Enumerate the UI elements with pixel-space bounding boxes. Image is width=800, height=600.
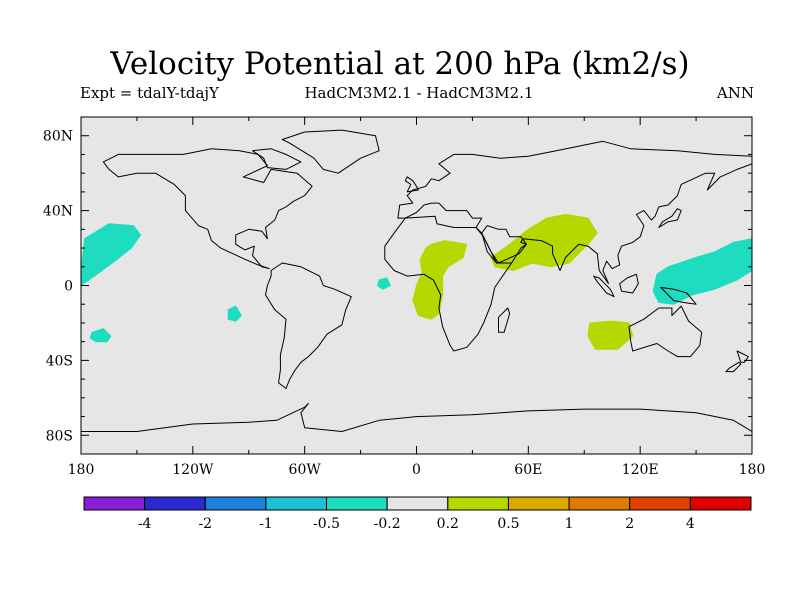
anomaly-region-west-pacific (652, 238, 752, 305)
latitude-axis: 80N 40N 0 40S 80S (43, 129, 752, 444)
coastline-baffin-island (252, 148, 302, 170)
lon-tick-label: 180 (68, 462, 95, 478)
chart-title: Velocity Potential at 200 hPa (km2/s) (110, 46, 690, 82)
coastline-japan (658, 208, 682, 228)
model-label: HadCM3M2.1 - HadCM3M2.1 (304, 84, 534, 102)
coastline-borneo (619, 273, 639, 294)
colorbar-label: -2 (198, 516, 212, 532)
coastline-greenland (281, 129, 380, 174)
lat-tick-label: 40S (46, 353, 73, 369)
coastline-north-america (102, 148, 313, 270)
coastline-arabia (481, 225, 527, 264)
lon-tick-label: 180 (739, 462, 766, 478)
colorbar-swatch (386, 496, 449, 511)
colorbar-swatch (265, 496, 328, 511)
lat-tick-label: 80S (46, 428, 73, 444)
coastline-madagascar (498, 307, 511, 333)
colorbar-label: 0.5 (497, 516, 519, 532)
colorbar-swatch (204, 496, 267, 511)
lat-tick-label: 0 (64, 279, 73, 295)
colorbar-swatch (568, 496, 631, 511)
coastline-new-guinea (660, 286, 697, 305)
colorbar-label: -1 (259, 516, 273, 532)
anomaly-region-africa (412, 240, 468, 320)
coastline-south-america (265, 262, 352, 389)
colorbar-swatch (326, 496, 388, 511)
colorbar-label: -0.5 (313, 516, 340, 532)
anomaly-region-east-pacific-north (81, 223, 142, 286)
coastline-antarctica (81, 402, 752, 454)
colorbar: -4 -2 -1 -0.5 -0.2 0.2 0.5 1 2 4 (83, 496, 752, 532)
lon-tick-label: 60E (514, 462, 542, 478)
coastline-great-britain (404, 176, 419, 193)
colorbar-label: -4 (138, 516, 152, 532)
longitude-axis: 180 120W 60W 0 60E 120E 180 (68, 117, 766, 478)
colorbar-label: -0.2 (374, 516, 401, 532)
experiment-label: Expt = tdalY-tdajY (80, 84, 219, 102)
coastline-australia (628, 305, 703, 358)
coastline-layer (81, 129, 752, 454)
colorbar-label: 2 (625, 516, 634, 532)
colorbar-label: 1 (565, 516, 574, 532)
coastline-new-zealand (736, 350, 749, 363)
coastline-africa (384, 215, 513, 352)
season-label: ANN (716, 84, 754, 102)
colorbar-swatch (447, 496, 509, 511)
colorbar-label: 0.2 (437, 516, 459, 532)
anomaly-region-south-pacific-west (89, 328, 112, 343)
coastline-sumatra (593, 275, 615, 298)
lon-tick-label: 120W (172, 462, 214, 478)
colorbar-swatch (629, 496, 691, 511)
colorbar-swatch (507, 496, 570, 511)
lon-tick-label: 60W (289, 462, 322, 478)
anomaly-region-south-pacific-east (227, 305, 242, 322)
colorbar-swatch (689, 496, 752, 511)
lon-tick-label: 120E (622, 462, 659, 478)
colorbar-swatch (83, 496, 146, 511)
colorbar-swatch (144, 496, 206, 511)
coastline-new-zealand-south (725, 361, 742, 373)
anomaly-region-mid-atlantic (376, 277, 391, 290)
colorbar-label: 4 (686, 516, 695, 532)
anomaly-region-southern-indian-ocean (587, 320, 634, 350)
lon-tick-label: 0 (412, 462, 421, 478)
anomaly-layer (81, 213, 752, 350)
lat-tick-label: 80N (43, 129, 73, 145)
lat-tick-label: 40N (43, 204, 73, 220)
